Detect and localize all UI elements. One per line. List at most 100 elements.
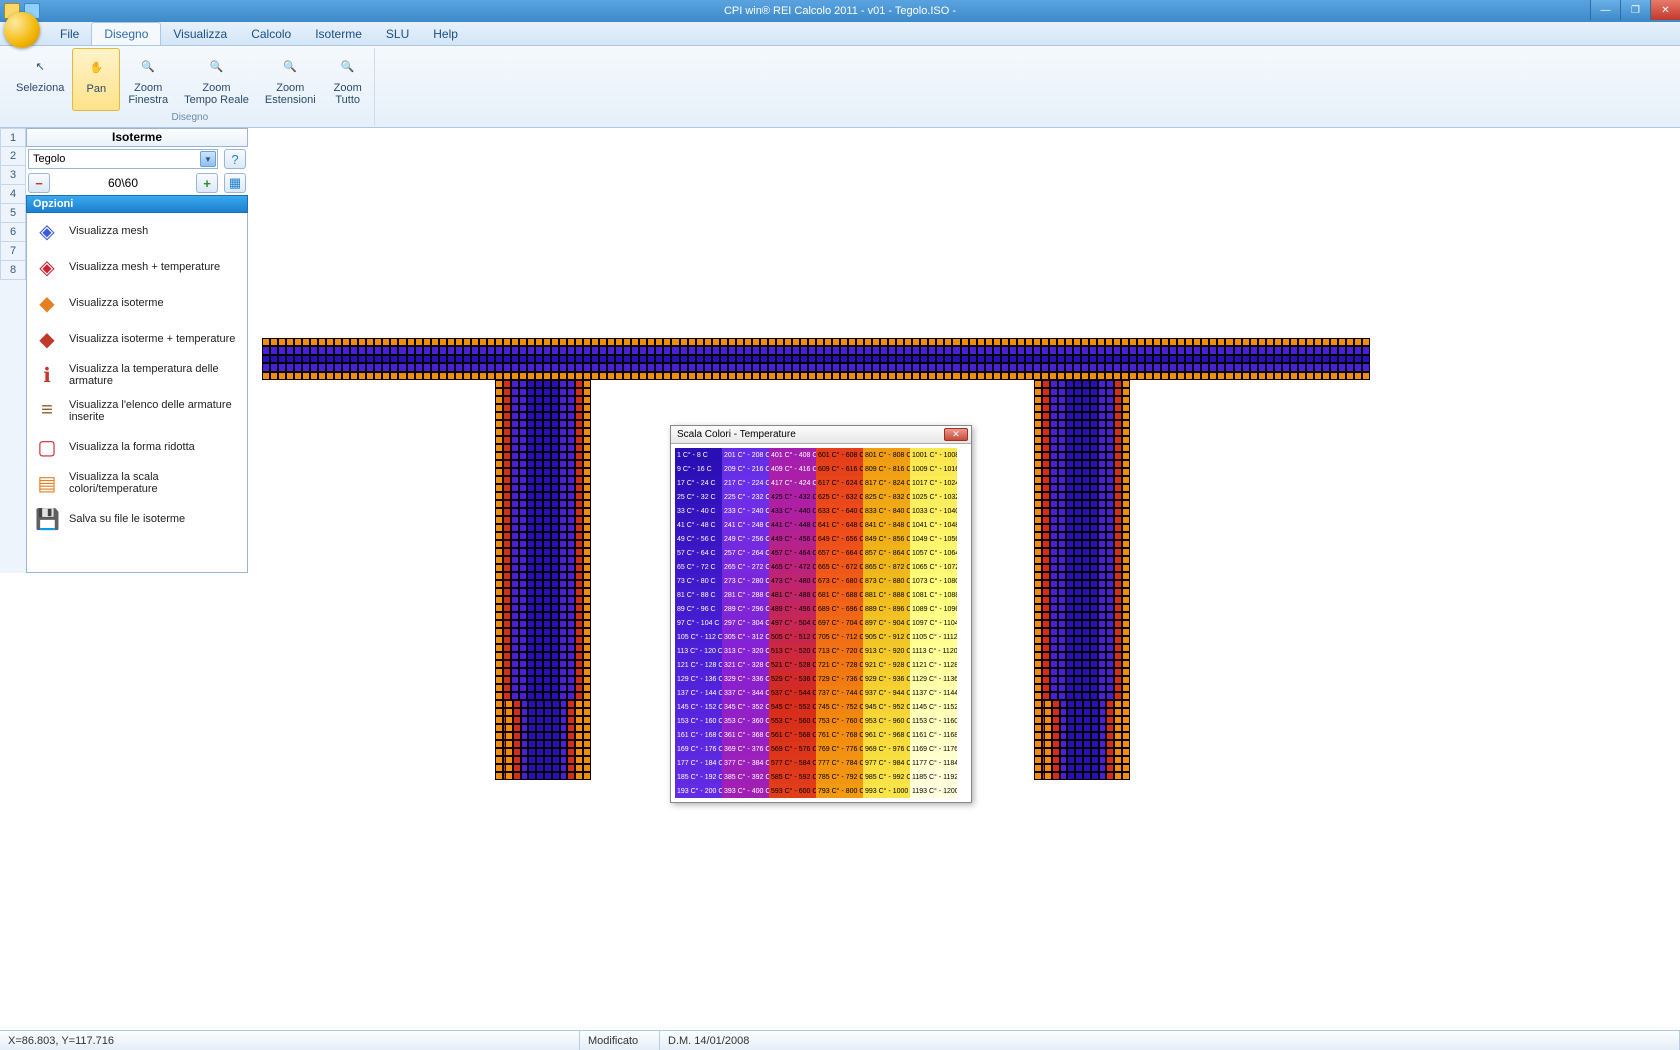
grid-button[interactable]: ▦	[224, 173, 246, 193]
option-label: Visualizza isoterme + temperature	[69, 333, 235, 345]
section-combo[interactable]: Tegolo ▼	[28, 149, 218, 169]
scale-cell: 929 C° - 936 C	[863, 672, 910, 686]
scale-cell: 873 C° - 880 C	[863, 574, 910, 588]
scale-cell: 505 C° - 512 C	[769, 630, 816, 644]
scale-cell: 1177 C° - 1184 C	[910, 756, 957, 770]
scale-cell: 289 C° - 296 C	[722, 602, 769, 616]
scale-cell: 561 C° - 568 C	[769, 728, 816, 742]
scale-cell: 897 C° - 904 C	[863, 616, 910, 630]
color-scale-title[interactable]: Scala Colori - Temperature✕	[671, 426, 971, 444]
scale-cell: 689 C° - 696 C	[816, 602, 863, 616]
option-label: Visualizza mesh	[69, 225, 148, 237]
ribbon-zoom[interactable]: 🔍ZoomTempo Reale	[176, 48, 257, 111]
scale-cell: 537 C° - 544 C	[769, 686, 816, 700]
scale-cell: 113 C° - 120 C	[675, 644, 722, 658]
scale-cell: 177 C° - 184 C	[675, 756, 722, 770]
thermal-mesh	[262, 338, 1370, 380]
zoom-all-icon: 🔍	[334, 52, 362, 80]
scale-cell: 761 C° - 768 C	[816, 728, 863, 742]
option-mesh-temp[interactable]: ◈Visualizza mesh + temperature	[27, 249, 247, 285]
scale-cell: 825 C° - 832 C	[863, 490, 910, 504]
scale-cell: 393 C° - 400 C	[722, 784, 769, 798]
scale-cell: 1033 C° - 1040 C	[910, 504, 957, 518]
ribbon-zoom[interactable]: 🔍ZoomTutto	[324, 48, 372, 111]
scale-cell: 345 C° - 352 C	[722, 700, 769, 714]
scale-cell: 593 C° - 600 C	[769, 784, 816, 798]
scale-cell: 273 C° - 280 C	[722, 574, 769, 588]
scale-cell: 1161 C° - 1168 C	[910, 728, 957, 742]
menu-visualizza[interactable]: Visualizza	[161, 22, 239, 45]
scale-cell: 481 C° - 488 C	[769, 588, 816, 602]
help-button[interactable]: ?	[224, 149, 246, 169]
chevron-down-icon[interactable]: ▼	[200, 151, 216, 167]
ribbon-pan[interactable]: ✋Pan	[72, 48, 120, 111]
scale-cell: 201 C° - 208 C	[722, 448, 769, 462]
scale-cell: 1185 C° - 1192 C	[910, 770, 957, 784]
scale-cell: 697 C° - 704 C	[816, 616, 863, 630]
option-iso[interactable]: ◆Visualizza isoterme	[27, 285, 247, 321]
scale-cell: 1 C° - 8 C	[675, 448, 722, 462]
menu-help[interactable]: Help	[421, 22, 470, 45]
menu-calcolo[interactable]: Calcolo	[239, 22, 303, 45]
scale-cell: 625 C° - 632 C	[816, 490, 863, 504]
option-info[interactable]: ℹVisualizza la temperatura delle armatur…	[27, 357, 247, 393]
scale-cell: 857 C° - 864 C	[863, 546, 910, 560]
panel-header: Isoterme	[26, 128, 248, 147]
option-iso-temp[interactable]: ◆ Visualizza isoterme + temperature	[27, 321, 247, 357]
color-scale-window[interactable]: Scala Colori - Temperature✕1 C° - 8 C9 C…	[670, 425, 972, 803]
scale-cell: 457 C° - 464 C	[769, 546, 816, 560]
scale-cell: 729 C° - 736 C	[816, 672, 863, 686]
menu-file[interactable]: File	[48, 22, 91, 45]
minimize-button[interactable]: —	[1590, 0, 1620, 20]
ribbon: ↖Seleziona✋Pan🔍ZoomFinestra🔍ZoomTempo Re…	[0, 46, 1680, 128]
ribbon-seleziona[interactable]: ↖Seleziona	[8, 48, 72, 111]
close-button[interactable]: ✕	[1650, 0, 1680, 20]
scale-cell: 489 C° - 496 C	[769, 602, 816, 616]
color-scale-close-button[interactable]: ✕	[944, 428, 968, 441]
option-label: Visualizza la temperatura delle armature	[69, 363, 239, 387]
scale-cell: 417 C° - 424 C	[769, 476, 816, 490]
scale-cell: 265 C° - 272 C	[722, 560, 769, 574]
scale-cell: 633 C° - 640 C	[816, 504, 863, 518]
shape-icon: ▢	[35, 435, 59, 459]
ribbon-zoom[interactable]: 🔍ZoomFinestra	[120, 48, 176, 111]
scale-cell: 977 C° - 984 C	[863, 756, 910, 770]
ribbon-group-disegno: ↖Seleziona✋Pan🔍ZoomFinestra🔍ZoomTempo Re…	[6, 48, 375, 125]
option-list[interactable]: ≡Visualizza l'elenco delle armature inse…	[27, 393, 247, 429]
scale-cell: 785 C° - 792 C	[816, 770, 863, 784]
option-shape[interactable]: ▢Visualizza la forma ridotta	[27, 429, 247, 465]
option-mesh[interactable]: ◈Visualizza mesh	[27, 213, 247, 249]
cursor-icon: ↖	[26, 52, 54, 80]
drawing-canvas[interactable]: Scala Colori - Temperature✕1 C° - 8 C9 C…	[248, 128, 1680, 1030]
scale-cell: 1073 C° - 1080 C	[910, 574, 957, 588]
step-plus-button[interactable]: +	[196, 173, 218, 193]
option-scale[interactable]: ▤Visualizza la scala colori/temperature	[27, 465, 247, 501]
scale-cell: 353 C° - 360 C	[722, 714, 769, 728]
maximize-button[interactable]: ❐	[1620, 0, 1650, 20]
scale-cell: 1009 C° - 1016 C	[910, 462, 957, 476]
step-minus-button[interactable]: −	[28, 173, 50, 193]
iso-temp-icon: ◆	[35, 327, 59, 351]
scale-cell: 249 C° - 256 C	[722, 532, 769, 546]
scale-cell: 921 C° - 928 C	[863, 658, 910, 672]
status-norm: D.M. 14/01/2008	[660, 1031, 1680, 1050]
scale-cell: 1089 C° - 1096 C	[910, 602, 957, 616]
scale-cell: 281 C° - 288 C	[722, 588, 769, 602]
menu-disegno[interactable]: Disegno	[91, 22, 161, 45]
menu-slu[interactable]: SLU	[374, 22, 421, 45]
scale-cell: 993 C° - 1000 C	[863, 784, 910, 798]
zoom-icon: 🔍	[134, 52, 162, 80]
menu-isoterme[interactable]: Isoterme	[303, 22, 374, 45]
scale-cell: 473 C° - 480 C	[769, 574, 816, 588]
scale-cell: 753 C° - 760 C	[816, 714, 863, 728]
app-orb-button[interactable]	[4, 12, 40, 48]
zoom-ext-icon: 🔍	[276, 52, 304, 80]
scale-cell: 121 C° - 128 C	[675, 658, 722, 672]
ribbon-zoom[interactable]: 🔍ZoomEstensioni	[257, 48, 324, 111]
scale-cell: 321 C° - 328 C	[722, 658, 769, 672]
option-save[interactable]: 💾Salva su file le isoterme	[27, 501, 247, 537]
scale-cell: 569 C° - 576 C	[769, 742, 816, 756]
mesh-temp-icon: ◈	[35, 255, 59, 279]
scale-cell: 969 C° - 976 C	[863, 742, 910, 756]
scale-cell: 217 C° - 224 C	[722, 476, 769, 490]
